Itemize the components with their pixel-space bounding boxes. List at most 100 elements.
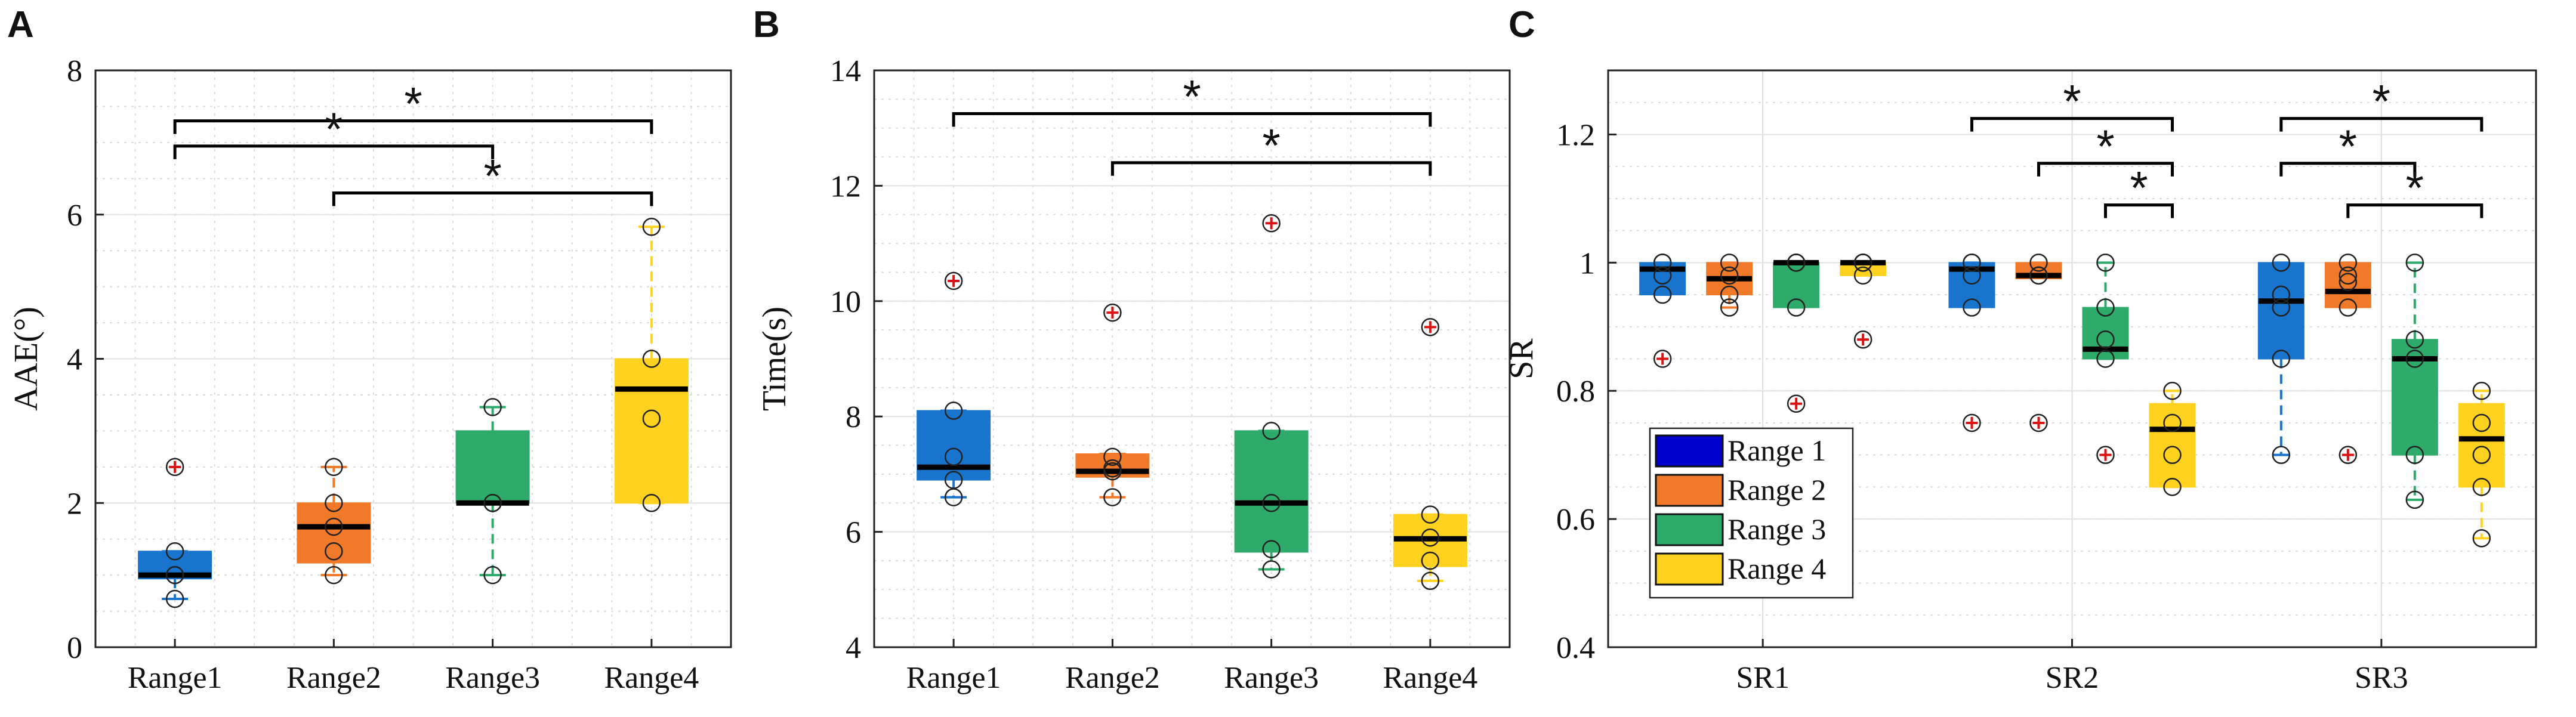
data-point	[1653, 254, 1672, 272]
outlier-point	[1653, 350, 1672, 368]
significance-bracket: *	[2346, 162, 2484, 218]
axes-frame	[873, 69, 1511, 648]
data-point	[1421, 529, 1440, 547]
data-point	[1653, 266, 1672, 285]
panel-letter: B	[753, 4, 780, 45]
legend-label: Range 4	[1727, 552, 1826, 585]
outlier-point	[1262, 214, 1281, 233]
x-tick-label: Range2	[1065, 661, 1160, 695]
significance-bracket: *	[2279, 120, 2417, 177]
data-point	[944, 401, 963, 420]
panel-letter: C	[1508, 4, 1535, 45]
x-tick-label: Range4	[1383, 661, 1477, 695]
x-tick-label: Range1	[906, 661, 1001, 695]
x-tick-label: SR2	[2046, 661, 2099, 695]
y-tick-label: 8	[67, 54, 82, 88]
box-sr1-range3	[1773, 254, 1820, 413]
data-point	[325, 542, 343, 561]
data-point	[2339, 254, 2358, 272]
significance-bracket: *	[2279, 75, 2484, 132]
data-point	[2472, 529, 2491, 548]
data-point	[325, 494, 343, 512]
y-tick-label: 0.8	[1556, 375, 1595, 409]
y-tick-label: 0	[67, 631, 82, 665]
y-tick-label: 8	[846, 400, 861, 434]
data-point	[1720, 285, 1739, 304]
data-point	[483, 565, 502, 585]
data-point	[642, 218, 661, 236]
outlier-point	[2029, 413, 2048, 432]
significance-star: *	[325, 103, 343, 155]
y-tick-label: 1.2	[1556, 118, 1595, 152]
panel-letter: A	[7, 4, 34, 45]
data-point	[2096, 254, 2115, 272]
y-axis-label: AAE(°)	[8, 307, 45, 411]
y-tick-label: 0.6	[1556, 503, 1595, 537]
bracket-line	[952, 112, 1432, 127]
box-body	[2257, 262, 2304, 360]
data-point	[2405, 350, 2424, 368]
bracket-line	[2279, 162, 2417, 177]
data-point	[1853, 266, 1872, 285]
outlier-point	[1787, 394, 1806, 413]
x-tick-label: SR3	[2355, 661, 2408, 695]
box-sr2-range1	[1948, 254, 1995, 432]
bracket-line	[173, 119, 653, 134]
significance-bracket: *	[2037, 120, 2174, 177]
box-body	[1234, 430, 1309, 553]
data-point	[2163, 381, 2182, 400]
data-point	[1720, 298, 1739, 317]
box-sr3-range2	[2324, 254, 2371, 464]
bracket-line	[2346, 203, 2484, 218]
y-tick-label: 12	[830, 169, 861, 203]
significance-star: *	[1262, 119, 1280, 172]
significance-star: *	[2406, 162, 2424, 214]
y-tick-label: 10	[830, 285, 861, 319]
significance-star: *	[2063, 75, 2081, 128]
legend-label: Range 2	[1727, 473, 1826, 506]
significance-bracket: *	[2104, 162, 2174, 218]
data-point	[2472, 478, 2491, 496]
data-point	[2029, 254, 2048, 272]
data-point	[2163, 478, 2182, 496]
box-body	[297, 502, 371, 564]
data-point	[1963, 254, 1981, 272]
outlier-point	[2339, 446, 2358, 464]
data-point	[1262, 422, 1281, 440]
y-tick-label: 6	[846, 516, 861, 550]
legend-swatch	[1655, 474, 1724, 507]
significance-star: *	[2373, 75, 2390, 128]
box-sr2-range4	[2149, 381, 2196, 496]
box-body	[455, 430, 530, 504]
data-point	[2339, 298, 2358, 317]
legend-label: Range 1	[1727, 434, 1826, 467]
data-point	[483, 494, 502, 512]
data-point	[1421, 505, 1440, 524]
data-point	[165, 589, 184, 608]
data-point	[1720, 254, 1739, 272]
legend: Range 1 Range 2 Range 3 Range 4	[1649, 427, 1854, 599]
data-point	[1963, 266, 1981, 285]
box-body	[2324, 262, 2371, 308]
x-tick-label: Range1	[128, 661, 223, 695]
box-body	[1773, 262, 1820, 308]
data-point	[944, 447, 963, 466]
data-point	[1720, 266, 1739, 285]
significance-bracket: *	[332, 149, 653, 206]
data-point	[1653, 285, 1672, 304]
bracket-line	[2279, 117, 2484, 132]
data-point	[2339, 273, 2358, 291]
data-point	[1421, 571, 1440, 591]
significance-star: *	[404, 78, 422, 130]
box-a-2	[297, 458, 371, 585]
box-b-4	[1393, 318, 1467, 591]
data-point	[1963, 298, 1981, 317]
legend-swatch	[1655, 434, 1724, 468]
data-point	[2405, 330, 2424, 349]
box-sr3-range1	[2257, 254, 2304, 464]
outlier-point	[944, 271, 963, 290]
box-body	[2458, 403, 2505, 488]
data-point	[325, 458, 343, 477]
